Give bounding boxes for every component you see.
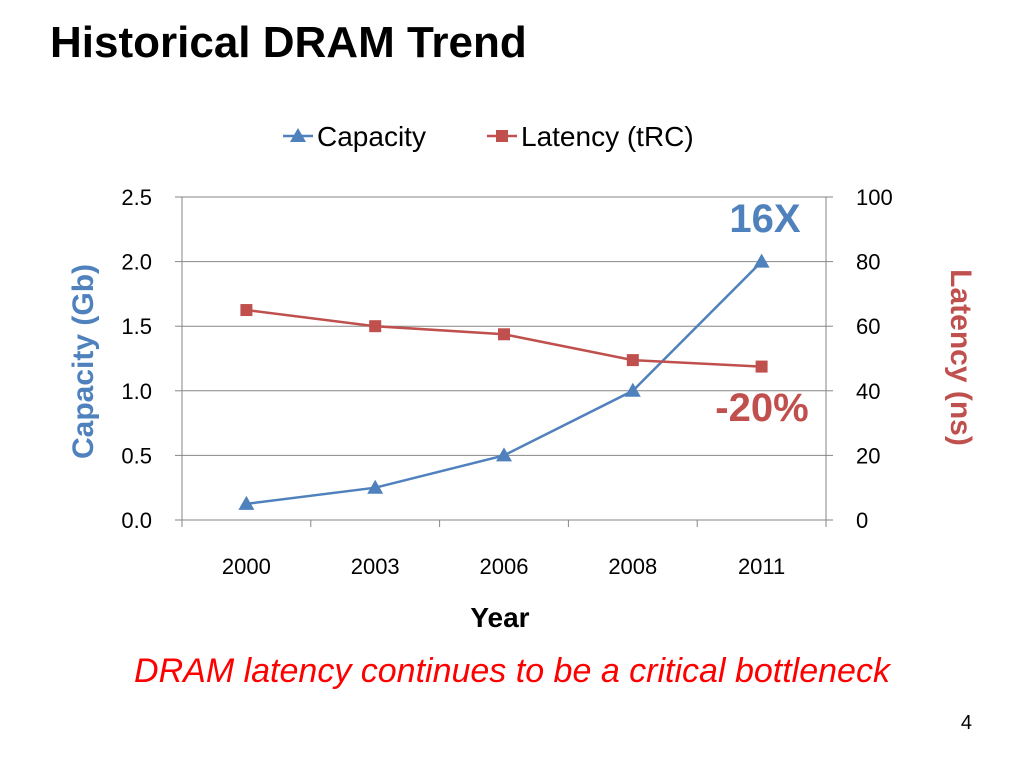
y-left-tick-label: 2.5 bbox=[121, 185, 152, 210]
y-right-tick-label: 20 bbox=[856, 443, 880, 468]
x-tick-label: 2000 bbox=[222, 554, 271, 579]
y-right-axis-title: Latency (ns) bbox=[944, 269, 977, 446]
x-tick-label: 2006 bbox=[480, 554, 529, 579]
slide-caption: DRAM latency continues to be a critical … bbox=[134, 652, 890, 690]
capacity-point bbox=[624, 382, 641, 397]
latency-point bbox=[755, 360, 768, 373]
y-right-tick-label: 100 bbox=[856, 185, 893, 210]
y-right-tick-label: 0 bbox=[856, 508, 868, 533]
latency-point bbox=[369, 320, 382, 333]
x-tick-label: 2011 bbox=[738, 554, 785, 579]
legend-latency-marker bbox=[496, 130, 508, 142]
y-left-tick-label: 1.0 bbox=[121, 379, 152, 404]
page-number: 4 bbox=[960, 712, 972, 734]
x-tick-label: 2003 bbox=[351, 554, 400, 579]
capacity-point bbox=[367, 479, 384, 494]
y-left-axis-title: Capacity (Gb) bbox=[67, 264, 100, 459]
y-left-tick-label: 0.0 bbox=[121, 508, 152, 533]
y-left-tick-label: 2.0 bbox=[121, 250, 152, 275]
y-left-tick-label: 0.5 bbox=[121, 443, 152, 468]
y-left-tick-label: 1.5 bbox=[121, 314, 152, 339]
capacity-point bbox=[496, 447, 512, 462]
legend-capacity-marker bbox=[290, 128, 306, 142]
latency-point bbox=[240, 304, 253, 317]
y-right-tick-label: 80 bbox=[856, 250, 880, 275]
capacity-point bbox=[238, 495, 255, 510]
legend-label: Latency (tRC) bbox=[521, 121, 694, 152]
series-line-triangle bbox=[246, 260, 763, 506]
chart: 0.0 0 0.5 20 1.0 40 1.5 60 2.0 80 2.5 100 2000 2003 20… bbox=[67, 121, 977, 633]
x-axis-title: Year bbox=[470, 602, 529, 633]
latency-point bbox=[626, 354, 639, 367]
slide-title: Historical DRAM Trend bbox=[50, 18, 527, 67]
y-right-tick-label: 40 bbox=[856, 379, 880, 404]
legend-label: Capacity bbox=[317, 121, 426, 152]
y-right-tick-label: 60 bbox=[856, 314, 880, 339]
latency-point bbox=[498, 328, 510, 341]
chart-annotation: -20% bbox=[715, 386, 808, 430]
capacity-point bbox=[753, 253, 770, 268]
chart-annotation: 16X bbox=[729, 197, 800, 241]
x-tick-label: 2008 bbox=[608, 554, 657, 579]
